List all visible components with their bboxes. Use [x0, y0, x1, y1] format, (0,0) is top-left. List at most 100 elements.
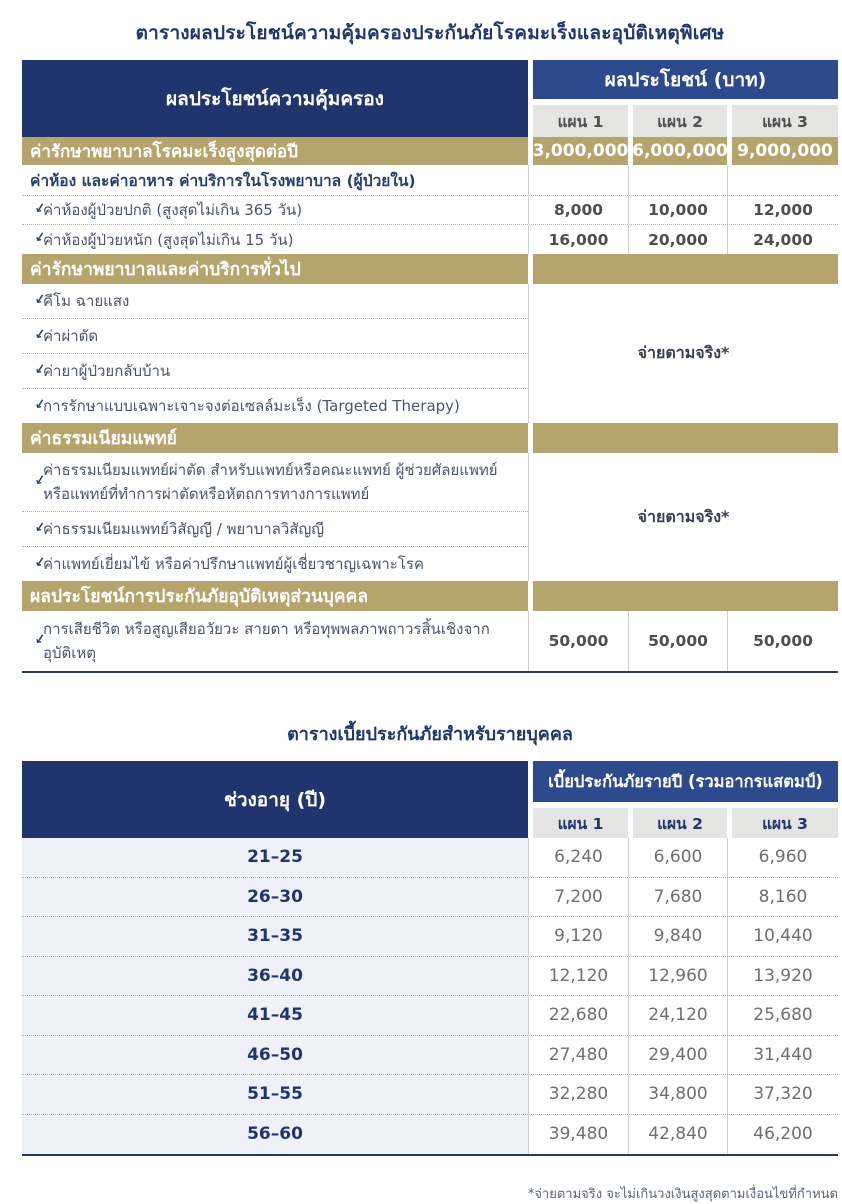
- arrow-down-left-icon: ↙: [33, 229, 48, 247]
- benefit-value-plan-2: 20,000: [628, 225, 727, 254]
- benefit-subtitle-label: ค่าห้อง และค่าอาหาร ค่าบริการในโรงพยาบาล…: [30, 171, 416, 190]
- benefit-value-plan-2: 6,000,000: [628, 137, 728, 165]
- benefit-item-cell: ↙ ค่าแพทย์เยี่ยมไข้ หรือค่าปรึกษาแพทย์ผู้…: [22, 547, 528, 581]
- arrow-down-left-icon: ↙: [33, 471, 48, 489]
- benefit-merged-value-cell: จ่ายตามจริง*: [528, 453, 838, 581]
- benefit-value-plan-3: 9,000,000: [727, 137, 838, 165]
- benefit-empty-cell: [727, 165, 838, 195]
- benefit-merged-value-cell: จ่ายตามจริง*: [528, 284, 838, 423]
- benefit-item-cell: ↙ ค่าธรรมเนียมแพทย์ผ่าตัด สำหรับแพทย์หรือ…: [22, 453, 528, 512]
- benefit-item-cell: ↙ การเสียชีวิต หรือสูญเสียอวัยวะ สายตา หร…: [22, 611, 528, 671]
- premium-value-plan-2: 6,600: [628, 838, 727, 877]
- arrow-down-left-icon: ↙: [33, 360, 48, 378]
- benefit-item-row: ↙ ค่าห้องผู้ป่วยปกติ (สูงสุดไม่เกิน 365 ว…: [22, 196, 838, 225]
- premium-table-body: 21–25 6,240 6,600 6,960 26–30 7,200 7,680 8,160…: [22, 838, 838, 1154]
- benefits-plan-header-3: แผน 3: [727, 102, 838, 137]
- premium-row: 46–50 27,480 29,400 31,440: [22, 1035, 838, 1075]
- benefits-header-coverage-cell: ผลประโยชน์ความคุ้มครอง: [22, 60, 528, 137]
- benefit-section-right: [528, 254, 838, 284]
- premium-value-plan-1: 7,200: [528, 877, 628, 916]
- premium-value-plan-2: 9,840: [628, 917, 727, 956]
- age-range-label: 21–25: [22, 838, 528, 877]
- benefit-item-cell: ↙ การรักษาแบบเฉพาะเจาะจงต่อเซลล์มะเร็ง (T…: [22, 389, 528, 423]
- premium-value-plan-3: 6,960: [727, 838, 838, 877]
- benefit-value-plan-1: 3,000,000: [528, 137, 628, 165]
- age-range-label: 51–55: [22, 1075, 528, 1114]
- benefit-section-row: ผลประโยชน์การประกันภัยอุบัติเหตุส่วนบุคค…: [22, 581, 838, 611]
- benefit-value-plan-1: 50,000: [528, 611, 628, 671]
- benefit-section-right: [528, 423, 838, 453]
- page-footnote: *จ่ายตามจริง จะไม่เกินวงเงินสูงสุดตามเงื…: [527, 1187, 838, 1202]
- benefit-group-items: ↙ คีโม ฉายแสง ↙ ค่าผ่าตัด ↙ ค่ายาผู้ป่วยกลับบ…: [22, 284, 528, 423]
- premium-value-plan-2: 12,960: [628, 956, 727, 995]
- premium-value-plan-3: 8,160: [727, 877, 838, 916]
- premium-value-plan-1: 9,120: [528, 917, 628, 956]
- premium-table-header: ช่วงอายุ (ปี) เบี้ยประกันภัยรายปี (รวมอา…: [22, 761, 838, 838]
- benefit-value-plan-3: 12,000: [727, 196, 838, 224]
- premium-row: 56–60 39,480 42,840 46,200: [22, 1114, 838, 1154]
- premium-value-plan-3: 31,440: [727, 1035, 838, 1074]
- benefit-section-label: ค่ารักษาพยาบาลและค่าบริการทั่วไป: [22, 254, 528, 284]
- benefit-empty-cell: [528, 165, 628, 195]
- premium-value-plan-1: 32,280: [528, 1075, 628, 1114]
- premium-value-plan-3: 37,320: [727, 1075, 838, 1114]
- premium-value-plan-2: 24,120: [628, 996, 727, 1035]
- premium-value-plan-2: 34,800: [628, 1075, 727, 1114]
- benefit-section-label: ค่าธรรมเนียมแพทย์: [22, 423, 528, 453]
- premium-row: 21–25 6,240 6,600 6,960: [22, 838, 838, 878]
- benefit-highlight-row: ค่ารักษาพยาบาลโรคมะเร็งสูงสุดต่อปี 3,000,…: [22, 137, 838, 165]
- benefit-group-row: ↙ ค่าธรรมเนียมแพทย์ผ่าตัด สำหรับแพทย์หรือ…: [22, 453, 838, 581]
- age-range-label: 41–45: [22, 996, 528, 1035]
- benefit-item-cell: ↙ ค่าห้องผู้ป่วยหนัก (สูงสุดไม่เกิน 15 วั…: [22, 225, 528, 254]
- premium-plan-header-2: แผน 2: [628, 805, 727, 838]
- benefit-value-plan-2: 50,000: [628, 611, 727, 671]
- premium-value-plan-3: 13,920: [727, 956, 838, 995]
- benefit-item-cell: ↙ ค่าห้องผู้ป่วยปกติ (สูงสุดไม่เกิน 365 ว…: [22, 196, 528, 224]
- benefit-section-row: ค่าธรรมเนียมแพทย์: [22, 423, 838, 453]
- premium-value-plan-1: 22,680: [528, 996, 628, 1035]
- age-range-label: 46–50: [22, 1035, 528, 1074]
- arrow-down-left-icon: ↙: [33, 518, 48, 536]
- benefit-section-right: [528, 581, 838, 611]
- benefit-item-label: ค่าห้องผู้ป่วยหนัก (สูงสุดไม่เกิน 15 วัน…: [43, 230, 294, 249]
- premium-row: 36–40 12,120 12,960 13,920: [22, 956, 838, 996]
- benefit-highlight-label: ค่ารักษาพยาบาลโรคมะเร็งสูงสุดต่อปี: [22, 137, 528, 165]
- benefit-item-label: ค่าห้องผู้ป่วยปกติ (สูงสุดไม่เกิน 365 วั…: [43, 201, 303, 219]
- premium-value-plan-3: 25,680: [727, 996, 838, 1035]
- age-range-label: 31–35: [22, 917, 528, 956]
- benefit-item-cell: ↙ ค่าผ่าตัด: [22, 319, 528, 354]
- premium-value-plan-1: 6,240: [528, 838, 628, 877]
- arrow-down-left-icon: ↙: [33, 325, 48, 343]
- benefits-table: ผลประโยชน์ความคุ้มครอง ผลประโยชน์ (บาท) …: [22, 60, 838, 673]
- benefit-group-items: ↙ ค่าธรรมเนียมแพทย์ผ่าตัด สำหรับแพทย์หรือ…: [22, 453, 528, 581]
- premium-value-plan-3: 10,440: [727, 917, 838, 956]
- benefits-table-header: ผลประโยชน์ความคุ้มครอง ผลประโยชน์ (บาท) …: [22, 60, 838, 137]
- premium-plan-header-3: แผน 3: [727, 805, 838, 838]
- benefit-item-cell: ↙ ค่ายาผู้ป่วยกลับบ้าน: [22, 354, 528, 389]
- premium-value-plan-1: 39,480: [528, 1114, 628, 1154]
- benefits-table-body: ค่ารักษาพยาบาลโรคมะเร็งสูงสุดต่อปี 3,000,…: [22, 137, 838, 671]
- benefits-plan-header-1: แผน 1: [528, 102, 628, 137]
- premium-row: 26–30 7,200 7,680 8,160: [22, 877, 838, 917]
- benefit-item-label: ค่าผ่าตัด: [43, 327, 99, 345]
- premium-value-plan-1: 27,480: [528, 1035, 628, 1074]
- benefits-plan-header-2: แผน 2: [628, 102, 727, 137]
- benefit-item-cell: ↙ ค่าธรรมเนียมแพทย์วิสัญญี / พยาบาลวิสัญญ…: [22, 512, 528, 547]
- premium-table-title: ตารางเบี้ยประกันภัยสำหรับรายบุคคล: [287, 724, 573, 745]
- arrow-down-left-icon: ↙: [33, 630, 48, 648]
- benefit-value-plan-1: 8,000: [528, 196, 628, 224]
- benefit-item-cell: ↙ คีโม ฉายแสง: [22, 284, 528, 319]
- benefits-table-title: ตารางผลประโยชน์ความคุ้มครองประกันภัยโรคม…: [135, 22, 725, 44]
- benefit-value-plan-1: 16,000: [528, 225, 628, 254]
- benefit-group-row: ↙ คีโม ฉายแสง ↙ ค่าผ่าตัด ↙ ค่ายาผู้ป่วยกลับบ…: [22, 284, 838, 423]
- arrow-down-left-icon: ↙: [33, 290, 48, 308]
- premium-header-age-cell: ช่วงอายุ (ปี): [22, 761, 528, 838]
- benefit-item-label: ค่าธรรมเนียมแพทย์วิสัญญี / พยาบาลวิสัญญี: [43, 520, 325, 538]
- benefit-section-label: ผลประโยชน์การประกันภัยอุบัติเหตุส่วนบุคค…: [22, 581, 528, 611]
- benefit-item-label: ค่าธรรมเนียมแพทย์ผ่าตัด สำหรับแพทย์หรือค…: [43, 461, 498, 503]
- benefit-value-plan-3: 50,000: [727, 611, 838, 671]
- premium-row: 31–35 9,120 9,840 10,440: [22, 917, 838, 957]
- benefit-item-label: การรักษาแบบเฉพาะเจาะจงต่อเซลล์มะเร็ง (Ta…: [43, 397, 460, 415]
- premium-value-plan-3: 46,200: [727, 1114, 838, 1154]
- premium-value-plan-1: 12,120: [528, 956, 628, 995]
